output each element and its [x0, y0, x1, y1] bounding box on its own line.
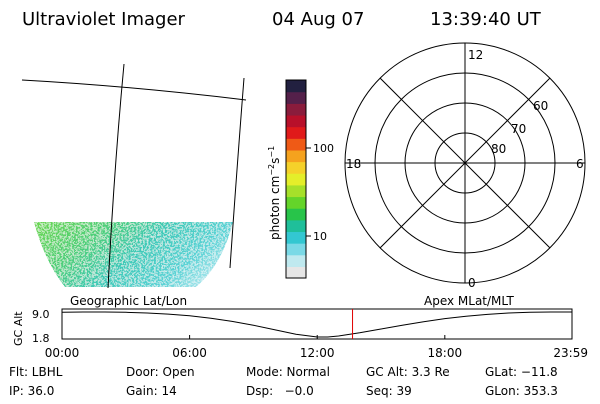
colorbar-cell — [286, 243, 306, 256]
colorbar-label: photon cm−2s−1 — [267, 146, 282, 240]
timeline-ytick-min: 1.8 — [32, 332, 50, 345]
mlt-label-6: 6 — [576, 157, 584, 171]
colorbar-cell — [286, 149, 306, 163]
latitude-line — [21, 79, 247, 101]
colorbar-cell — [286, 208, 306, 221]
colorbar-cell — [286, 254, 306, 267]
polar-plot — [344, 42, 586, 284]
mlt-label-18: 18 — [346, 157, 361, 171]
gc-altitude-line — [61, 311, 572, 338]
orbit-timeline: GC Alt 9.0 1.8 00:00 06:00 12:00 18:00 23:59 — [12, 308, 588, 360]
mlat-label-60: 60 — [533, 99, 548, 113]
map-caption: Geographic Lat/Lon — [70, 294, 187, 308]
mlat-label-70: 70 — [511, 122, 526, 136]
status-door: Door: Open — [126, 365, 195, 379]
status-seq: Seq: 39 — [366, 384, 412, 398]
timeline-ylabel: GC Alt — [12, 311, 25, 346]
status-ip: IP: 36.0 — [9, 384, 54, 398]
mlt-label-12: 12 — [468, 48, 483, 62]
colorbar-cell — [286, 173, 306, 186]
colorbar-cell — [286, 138, 306, 151]
colorbar-cell — [286, 103, 306, 116]
colorbar-cell — [286, 114, 306, 128]
meridian-line-west — [107, 63, 125, 289]
colorbar-tick-100: 100 — [313, 142, 334, 155]
colorbar-cell — [286, 196, 306, 209]
timeline-ytick-max: 9.0 — [32, 308, 50, 321]
timeline-xtick-label: 23:59 — [553, 346, 588, 360]
colorbar-cell — [286, 231, 306, 244]
colorbar-cell — [286, 219, 306, 233]
timeline-xtick-label: 12:00 — [300, 346, 335, 360]
image-date: 04 Aug 07 — [272, 9, 364, 30]
image-time: 13:39:40 UT — [430, 9, 542, 30]
colorbar-cell — [286, 126, 306, 139]
status-glon: GLon: 353.3 — [485, 384, 558, 398]
timeline-xtick-label: 00:00 — [45, 346, 80, 360]
timeline-xtick-label: 06:00 — [172, 346, 207, 360]
mlt-label-0: 0 — [468, 276, 476, 290]
timeline-xtick-label: 18:00 — [428, 346, 463, 360]
colorbar: 100 10 photon cm−2s−1 — [267, 79, 334, 279]
status-gc-alt: GC Alt: 3.3 Re — [366, 365, 450, 379]
colorbar-cell — [286, 161, 306, 174]
geographic-map — [21, 63, 247, 289]
meridian-line-east — [229, 77, 245, 269]
status-gain: Gain: 14 — [126, 384, 177, 398]
status-filter: Flt: LBHL — [9, 365, 63, 379]
status-dsp: Dsp: −0.0 — [246, 384, 314, 398]
colorbar-cell — [286, 184, 306, 198]
status-mode: Mode: Normal — [246, 365, 330, 379]
colorbar-cell — [286, 80, 306, 93]
colorbar-cell — [286, 91, 306, 104]
colorbar-tick-10: 10 — [313, 230, 327, 243]
uv-intensity-image — [34, 222, 233, 287]
colorbar-cell — [286, 266, 306, 279]
status-glat: GLat: −11.8 — [485, 365, 558, 379]
mlat-label-80: 80 — [491, 142, 506, 156]
status-bar: Flt: LBHL Door: Open Mode: Normal GC Alt… — [9, 365, 558, 398]
instrument-title: Ultraviolet Imager — [22, 9, 186, 30]
polar-diagonal-2 — [379, 77, 551, 249]
polar-caption: Apex MLat/MLT — [424, 294, 514, 308]
